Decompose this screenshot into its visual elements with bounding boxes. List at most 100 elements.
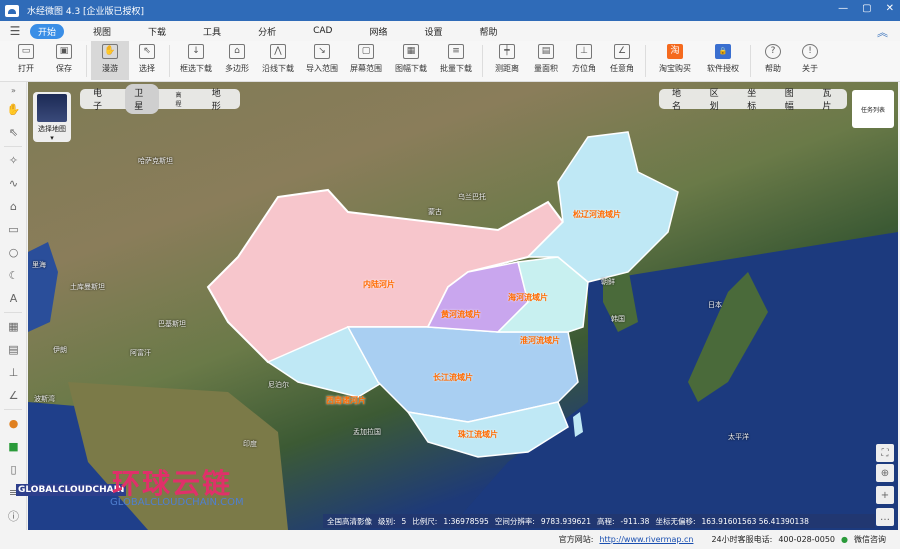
toolbar-label: 批量下载 xyxy=(440,64,472,73)
watermark-en: GLOBALCLOUDCHAIN.COM xyxy=(110,497,244,508)
menu-cad[interactable]: CAD xyxy=(313,26,333,36)
locate-icon[interactable]: ⊕ xyxy=(876,464,894,482)
layers-icon[interactable]: ≡ xyxy=(8,486,19,499)
ruler-icon: ┿ xyxy=(499,44,515,59)
toolbar-button-azimuth[interactable]: ⊥ 方位角 xyxy=(565,41,603,80)
map-view[interactable]: 内陆河片 黄河流域片 长江流域片 西南诸河片 珠江流域片 松辽河流域片 海河流域… xyxy=(28,82,898,530)
toolbar-button-cursor[interactable]: ⇖ 选择 xyxy=(129,41,165,80)
globe-icon[interactable]: ● xyxy=(8,417,19,430)
toolbar-label: 漫游 xyxy=(102,64,118,73)
draw-sector-icon[interactable]: ☾ xyxy=(8,269,19,282)
elevation-value: -911.38 xyxy=(620,516,650,526)
azimuth-icon[interactable]: ⊥ xyxy=(8,366,19,379)
toolbar-label: 测距离 xyxy=(495,64,519,73)
measure-distance-icon[interactable]: ▦ xyxy=(8,320,19,333)
map-type-electronic[interactable]: 电子 xyxy=(93,89,103,112)
toolbar-button-screen[interactable]: ▢ 屏幕范围 xyxy=(344,41,388,80)
phone-value: 400-028-0050 xyxy=(778,535,836,544)
draw-rectangle-icon[interactable]: ▭ xyxy=(8,223,19,236)
footer-bar: 官方网站: http://www.rivermap.cn 24小时客服电话: 4… xyxy=(0,530,900,549)
wechat-link[interactable]: 微信咨询 xyxy=(854,535,886,544)
menu-help[interactable]: 帮助 xyxy=(479,27,498,38)
menu-settings[interactable]: 设置 xyxy=(424,27,443,38)
place-label: 土库曼斯坦 xyxy=(70,283,105,291)
map-status-bar: 全国高清影像 级别: 5 比例尺: 1:36978595 空间分辨率: 9783… xyxy=(323,514,875,528)
toolbar-button-rect-download[interactable]: ↓ 框选下载 xyxy=(174,41,218,80)
toolbar-button-save[interactable]: ▣ 保存 xyxy=(46,41,82,80)
toolbar-label: 图幅下载 xyxy=(395,64,427,73)
draw-polygon-icon[interactable]: ⌂ xyxy=(10,200,17,213)
close-button[interactable]: ✕ xyxy=(885,3,894,14)
phone-icon[interactable]: ▯ xyxy=(10,463,17,476)
draw-circle-icon[interactable]: ○ xyxy=(8,246,19,259)
korea-land xyxy=(603,267,638,332)
map-type-elevation[interactable]: 高程 xyxy=(175,92,182,108)
tab-tile[interactable]: 瓦片 xyxy=(822,89,832,112)
collapse-ribbon-icon[interactable]: ︽ xyxy=(877,26,888,39)
place-label: 韩国 xyxy=(611,315,625,323)
minimize-button[interactable]: — xyxy=(838,3,849,14)
import-icon: ↘ xyxy=(314,44,330,59)
toolbar-button-line-download[interactable]: ⋀ 沿线下载 xyxy=(256,41,300,80)
website-link[interactable]: http://www.rivermap.cn xyxy=(599,535,694,544)
toolbar-button-polygon[interactable]: ⌂ 多边形 xyxy=(218,41,256,80)
task-list-button[interactable]: 任务列表 xyxy=(852,90,894,128)
basemap-thumbnail xyxy=(37,94,67,122)
toolbar-label: 多边形 xyxy=(225,64,249,73)
toolbar-button-taobao[interactable]: 淘淘宝购买 xyxy=(650,41,700,80)
menu-start[interactable]: 开始 xyxy=(30,23,65,39)
phone-label: 24小时客服电话: xyxy=(711,535,773,544)
scale-value: 1:36978595 xyxy=(443,516,489,526)
menu-view[interactable]: 视图 xyxy=(93,27,112,38)
toolbar-button-info[interactable]: ! 关于 xyxy=(791,41,829,80)
expand-icon[interactable]: » xyxy=(11,85,16,95)
tab-place-name[interactable]: 地名 xyxy=(672,89,682,112)
menu-tools[interactable]: 工具 xyxy=(203,27,222,38)
tab-division[interactable]: 区划 xyxy=(709,89,719,112)
maximize-button[interactable]: ▢ xyxy=(862,3,872,14)
toolbar-button-batch[interactable]: ≡ 批量下载 xyxy=(434,41,478,80)
taiwan-land xyxy=(573,412,583,437)
toolbar-button-ruler[interactable]: ┿ 测距离 xyxy=(487,41,527,80)
place-label: 印度 xyxy=(243,440,257,448)
toolbar-button-sheet[interactable]: ▦ 图幅下载 xyxy=(388,41,434,80)
toolbar-button-license[interactable]: 🔒 软件授权 xyxy=(700,41,746,80)
draw-text-icon[interactable]: A xyxy=(9,292,18,305)
toolbar-button-hand[interactable]: ✋ 漫游 xyxy=(91,41,129,80)
place-label: 波斯湾 xyxy=(34,395,55,403)
draw-point-icon[interactable]: ✧ xyxy=(8,154,19,167)
hamburger-menu-icon[interactable]: ☰ xyxy=(9,24,21,38)
menu-download[interactable]: 下载 xyxy=(148,27,167,38)
measure-area-icon[interactable]: ▤ xyxy=(8,343,19,356)
rect-download-icon: ↓ xyxy=(188,44,204,59)
azimuth-icon: ⊥ xyxy=(576,44,592,59)
toolbar-button-folder[interactable]: ▭ 打开 xyxy=(6,41,46,80)
toolbar-button-angle[interactable]: ∠ 任意角 xyxy=(603,41,641,80)
toolbar-button-help[interactable]: ? 帮助 xyxy=(755,41,791,80)
map-type-terrain[interactable]: 地形 xyxy=(211,89,221,112)
menu-bar: ☰ 开始 视图 下载 工具 分析 CAD 网络 设置 帮助 ︽ xyxy=(0,21,900,41)
fullscreen-icon[interactable]: ⛶ xyxy=(876,444,894,462)
menu-analysis[interactable]: 分析 xyxy=(258,27,277,38)
toolbar-label: 淘宝购买 xyxy=(659,64,691,73)
toolbar-button-area[interactable]: ▤ 量面积 xyxy=(527,41,565,80)
tab-sheet[interactable]: 图幅 xyxy=(784,89,794,112)
help-icon[interactable]: ⓘ xyxy=(8,509,19,523)
zoom-in-icon[interactable]: + xyxy=(876,486,894,504)
draw-line-icon[interactable]: ∿ xyxy=(8,177,19,190)
scale-label: 比例尺: xyxy=(412,516,438,526)
map-type-satellite[interactable]: 卫星 xyxy=(125,84,159,114)
angle-icon[interactable]: ∠ xyxy=(8,389,19,402)
zoom-out-icon[interactable]: … xyxy=(876,508,894,526)
cursor-icon[interactable]: ⇖ xyxy=(8,126,19,139)
chevron-down-icon: ▾ xyxy=(50,134,54,142)
resolution-value: 9783.939621 xyxy=(540,516,591,526)
save-icon: ▣ xyxy=(56,44,72,59)
basemap-selector[interactable]: 选择地图 ▾ xyxy=(33,92,71,142)
tab-coordinate[interactable]: 坐标 xyxy=(747,89,757,112)
hand-icon[interactable]: ✋ xyxy=(6,103,21,116)
menu-network[interactable]: 网络 xyxy=(369,27,388,38)
sync-icon[interactable]: ■ xyxy=(8,440,19,453)
place-label: 里海 xyxy=(32,261,46,269)
toolbar-button-import[interactable]: ↘ 导入范围 xyxy=(300,41,344,80)
